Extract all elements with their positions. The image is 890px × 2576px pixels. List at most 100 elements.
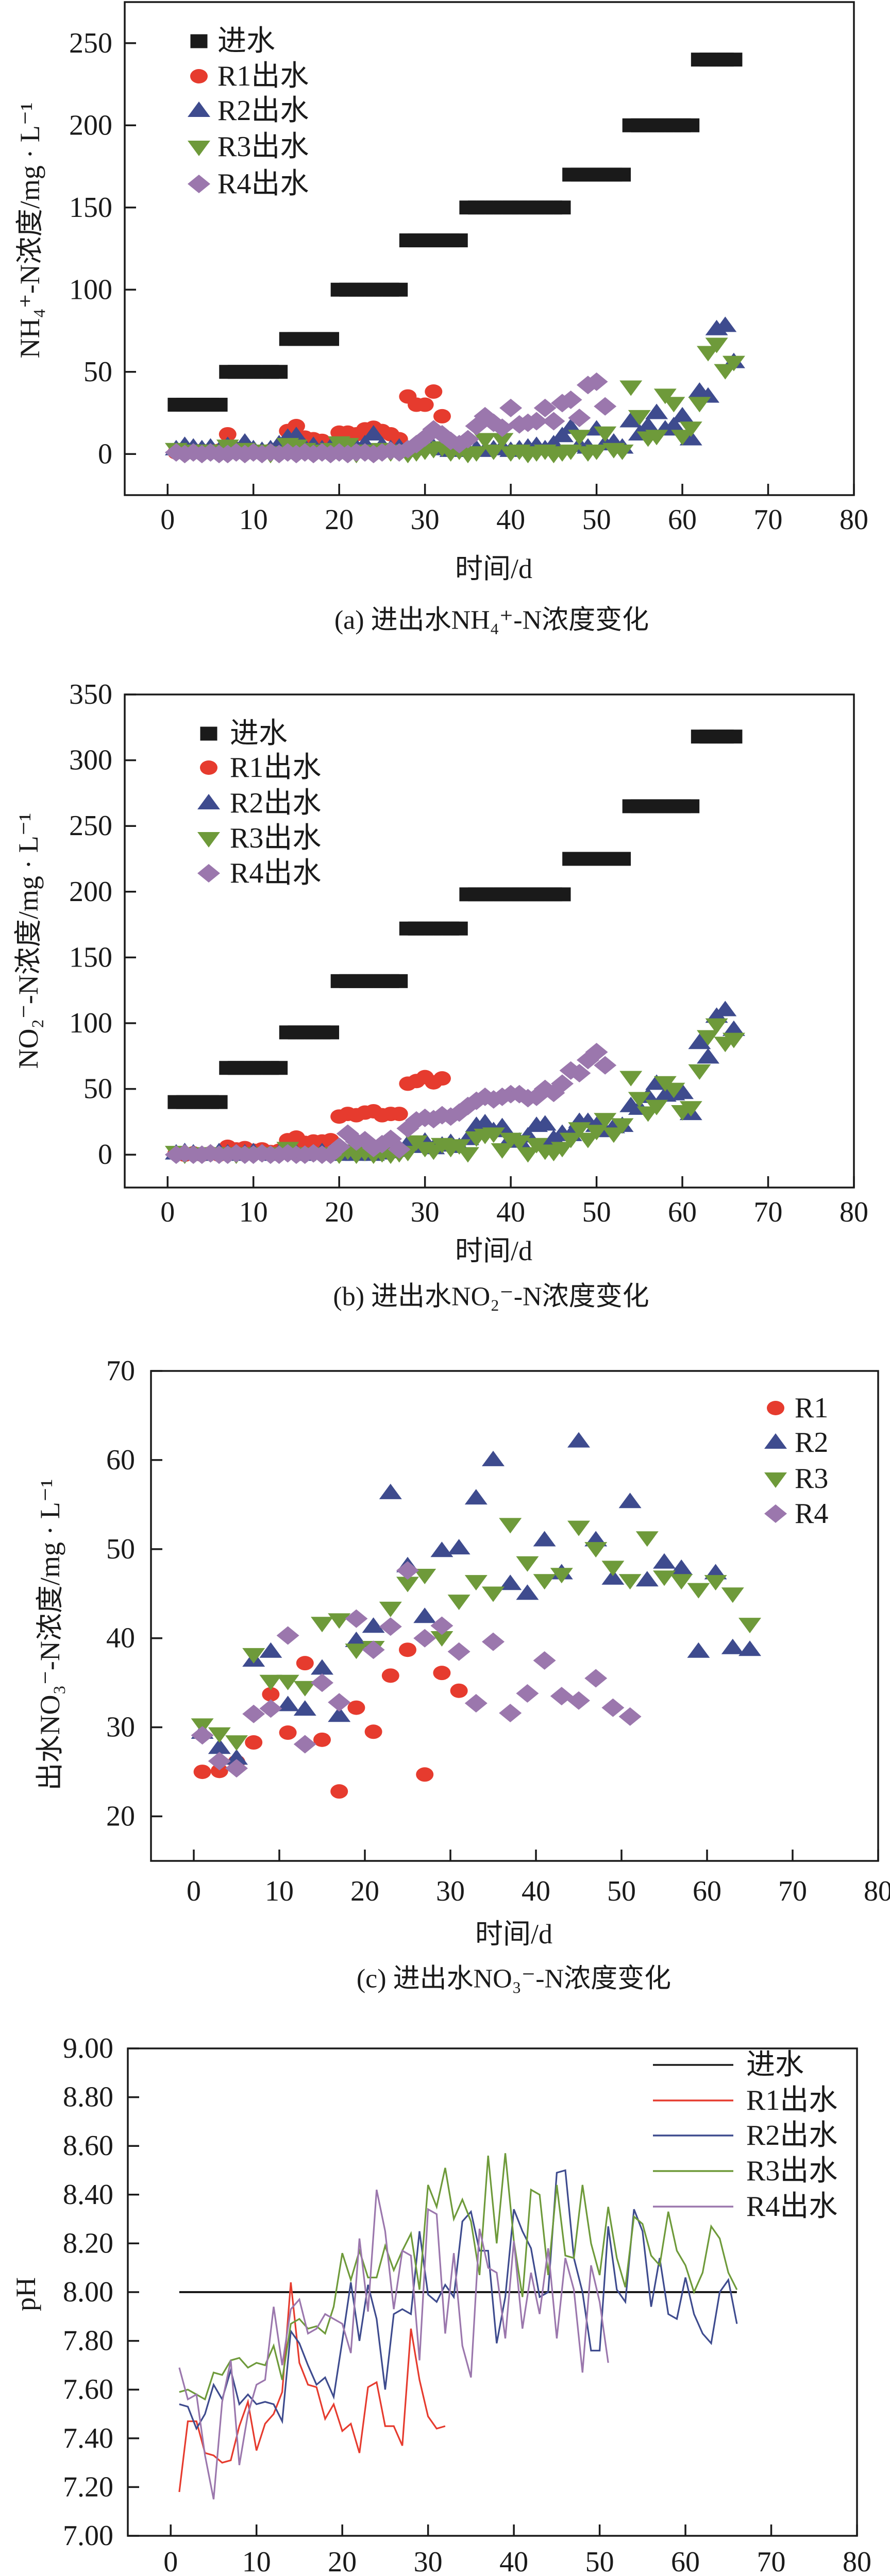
influent-point bbox=[450, 233, 468, 248]
y-tick-label: 8.40 bbox=[63, 2179, 113, 2211]
axis-ticks: 0 10 20 30 40 50 60 70 80 0 50 100 150 200 250 bbox=[69, 27, 868, 536]
influent-point bbox=[553, 887, 571, 902]
panel-a-nh4-chart: NH₄⁺-N浓度/mg · L⁻¹ 时间/d (a) 进出水NH₄⁺-N浓度变化… bbox=[14, 1, 868, 635]
r2-point bbox=[259, 1642, 282, 1658]
r3-series bbox=[179, 2153, 738, 2401]
y-tick-label: 8.00 bbox=[63, 2276, 113, 2308]
influent-point bbox=[271, 1061, 288, 1075]
legend-marker-triangle-up bbox=[197, 794, 220, 809]
r3-point bbox=[611, 1118, 634, 1134]
influent-point bbox=[322, 1025, 340, 1040]
influent-point bbox=[450, 921, 468, 936]
r3-point bbox=[225, 1735, 248, 1751]
x-tick-label: 30 bbox=[411, 504, 440, 536]
legend-marker-diamond bbox=[197, 864, 220, 883]
r2-point bbox=[738, 1640, 761, 1656]
r1-point bbox=[279, 1725, 297, 1740]
x-tick-label: 0 bbox=[163, 2546, 178, 2576]
axis-ticks: 0 10 20 30 40 50 60 70 80 7.00 7.20 7.40 7.60 7.80 8.0… bbox=[63, 2032, 871, 2576]
r3-point bbox=[671, 430, 694, 446]
x-tick-label: 80 bbox=[839, 504, 868, 536]
r4-point bbox=[464, 1694, 488, 1713]
legend-marker-triangle-down bbox=[197, 832, 220, 848]
r3-point bbox=[567, 1520, 590, 1536]
legend-marker-square bbox=[190, 34, 208, 48]
legend-label: R4出水 bbox=[230, 857, 321, 889]
legend-item-r3: R3出水 bbox=[653, 2155, 837, 2187]
r2-point bbox=[447, 1539, 471, 1555]
y-tick-label: 300 bbox=[69, 744, 112, 776]
r2-point bbox=[688, 1033, 711, 1049]
r3-point bbox=[242, 1648, 265, 1664]
r3-point bbox=[594, 426, 617, 442]
r3-point bbox=[704, 1575, 727, 1591]
r2-point bbox=[635, 1571, 659, 1587]
r2-point bbox=[225, 1749, 248, 1765]
r4-point bbox=[516, 1684, 539, 1703]
r3-series bbox=[191, 1518, 761, 1751]
r4-series bbox=[164, 1043, 617, 1164]
x-tick-label: 80 bbox=[864, 1875, 890, 1907]
r3-point bbox=[491, 1143, 514, 1159]
legend-marker-triangle-down bbox=[764, 1472, 787, 1488]
y-axis-label: pH bbox=[10, 2277, 41, 2311]
r3-point bbox=[430, 1631, 454, 1647]
r1-point bbox=[330, 1784, 348, 1799]
r1-point bbox=[193, 1765, 211, 1780]
r2-point bbox=[619, 412, 643, 428]
influent-point bbox=[271, 365, 288, 379]
r3-point bbox=[464, 1575, 488, 1591]
y-tick-label: 7.40 bbox=[63, 2422, 113, 2454]
y-tick-label: 250 bbox=[69, 27, 112, 59]
legend-item-r3: R3 bbox=[764, 1463, 828, 1495]
r1-point bbox=[450, 1683, 468, 1698]
r2-point bbox=[430, 1541, 454, 1557]
r4-point bbox=[594, 1056, 617, 1075]
axis-ticks: 0 10 20 30 40 50 60 70 80 0 50 100 150 200 250 300 350 bbox=[69, 679, 868, 1228]
x-tick-label: 70 bbox=[778, 1875, 807, 1907]
legend-label: R4出水 bbox=[746, 2191, 837, 2223]
r3-point bbox=[635, 1531, 659, 1547]
r3-point bbox=[645, 1099, 668, 1115]
r1-point bbox=[433, 1666, 451, 1681]
r3-point bbox=[628, 1092, 651, 1108]
r2-point bbox=[208, 1738, 231, 1754]
influent-point bbox=[614, 852, 631, 866]
r3-point bbox=[276, 1674, 299, 1690]
r3-point bbox=[482, 444, 505, 460]
legend-item-r4: R4出水 bbox=[653, 2191, 837, 2223]
r2-point bbox=[516, 1584, 539, 1600]
r3-point bbox=[662, 1082, 685, 1098]
y-tick-label: 50 bbox=[83, 356, 112, 388]
influent-point bbox=[210, 1095, 228, 1109]
legend-item-influent: 进水 bbox=[190, 25, 275, 57]
x-tick-label: 10 bbox=[242, 2546, 271, 2576]
r3-point bbox=[721, 1587, 744, 1603]
x-tick-label: 30 bbox=[436, 1875, 465, 1907]
x-tick-label: 60 bbox=[671, 2546, 700, 2576]
legend-marker-triangle-down bbox=[188, 141, 210, 156]
legend-label: R4出水 bbox=[217, 168, 309, 200]
legend-label: R1 bbox=[795, 1392, 828, 1424]
r3-point bbox=[628, 410, 651, 426]
r2-point bbox=[533, 1531, 556, 1547]
x-tick-label: 10 bbox=[265, 1875, 294, 1907]
y-tick-label: 8.20 bbox=[63, 2227, 113, 2259]
legend-label: R1出水 bbox=[230, 752, 321, 784]
figure-caption: (b) 进出水NO₂⁻-N浓度变化 bbox=[333, 1282, 649, 1312]
r2-point bbox=[533, 1115, 557, 1131]
y-tick-label: 70 bbox=[106, 1355, 135, 1387]
r3-point bbox=[259, 1674, 282, 1690]
influent-point bbox=[614, 167, 631, 182]
legend-item-r1: R1 bbox=[767, 1392, 828, 1424]
x-tick-label: 20 bbox=[325, 1196, 354, 1228]
r2-point bbox=[671, 406, 694, 422]
r4-point bbox=[499, 1704, 522, 1722]
r4-point bbox=[362, 1640, 385, 1659]
x-tick-label: 50 bbox=[607, 1875, 636, 1907]
legend-label: R1出水 bbox=[217, 60, 309, 92]
x-axis-label: 时间/d bbox=[455, 1235, 532, 1266]
y-tick-label: 150 bbox=[69, 941, 112, 973]
x-tick-label: 40 bbox=[499, 2546, 528, 2576]
r2-point bbox=[362, 1617, 385, 1633]
